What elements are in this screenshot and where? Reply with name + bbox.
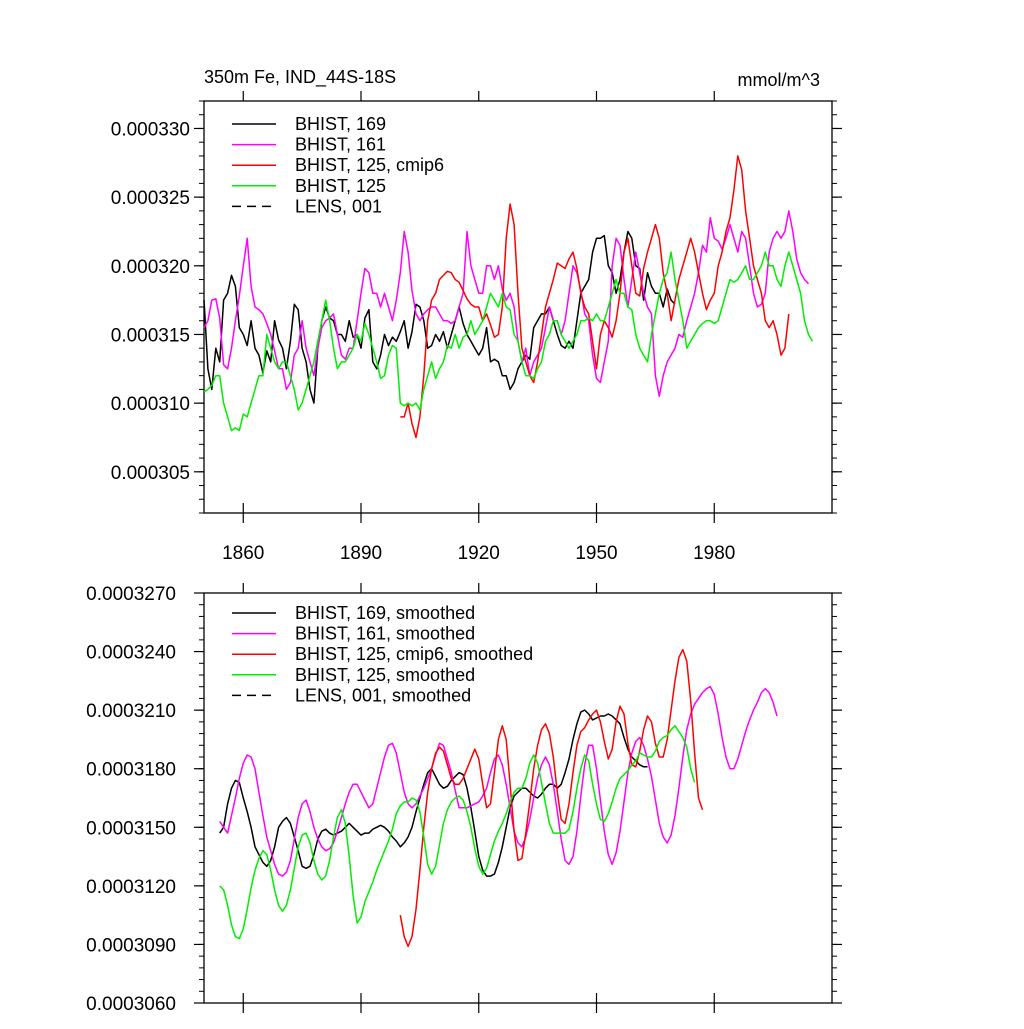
x-tick-label: 1920	[458, 543, 500, 564]
x-tick-label: 1950	[575, 543, 617, 564]
series-line-0	[219, 709, 648, 877]
series-line-0	[203, 230, 676, 404]
bottom-panel: 0.0003270 0.0003240 0.0003210 0.0003180 0.00…	[86, 583, 842, 1015]
legend-label: BHIST, 169, smoothed	[295, 603, 475, 623]
legend-label: BHIST, 161, smoothed	[295, 624, 475, 644]
legend-label: BHIST, 125, cmip6, smoothed	[295, 644, 533, 664]
y-tick-label: 0.0003120	[86, 877, 176, 898]
y-tick-label: 0.000325	[111, 188, 190, 209]
series-line-2	[400, 155, 790, 439]
legend-label: LENS, 001, smoothed	[295, 685, 471, 705]
y-tick-label: 0.0003180	[86, 760, 176, 781]
y-tick-label: 0.000310	[111, 394, 190, 415]
y-tick-label: 0.0003240	[86, 643, 176, 664]
plot-frame	[203, 592, 833, 1004]
x-tick-label: 1890	[340, 543, 382, 564]
y-tick-label: 0.0003270	[86, 584, 176, 605]
y-tick-label: 0.000315	[111, 325, 190, 346]
y-tick-label: 0.0003150	[86, 818, 176, 839]
legend-label: BHIST, 125, smoothed	[295, 665, 475, 685]
legend-label: LENS, 001	[295, 196, 382, 216]
y-tick-label: 0.0003090	[86, 935, 176, 956]
y-tick-label: 0.0003210	[86, 701, 176, 722]
y-tick-label: 0.0003060	[86, 994, 176, 1015]
y-tick-label: 0.000330	[111, 119, 190, 140]
top-panel: 350m Fe, IND_44S-18S mmol/m^3 0.000330 0.…	[111, 67, 842, 564]
units-label: mmol/m^3	[738, 70, 820, 90]
series-line-1	[219, 685, 778, 877]
series-line-3	[219, 725, 696, 940]
legend-label: BHIST, 125, cmip6	[295, 155, 444, 175]
x-tick-label: 1980	[693, 543, 735, 564]
series-line-3	[203, 251, 814, 432]
series-line-1	[203, 210, 810, 398]
y-tick-label: 0.000320	[111, 257, 190, 278]
series-line-2	[399, 648, 704, 948]
legend-label: BHIST, 161	[295, 135, 386, 155]
legend-label: BHIST, 169	[295, 114, 386, 134]
x-tick-label: 1860	[222, 543, 264, 564]
panel-title: 350m Fe, IND_44S-18S	[204, 67, 396, 88]
legend-label: BHIST, 125	[295, 176, 386, 196]
y-tick-label: 0.000305	[111, 463, 190, 484]
